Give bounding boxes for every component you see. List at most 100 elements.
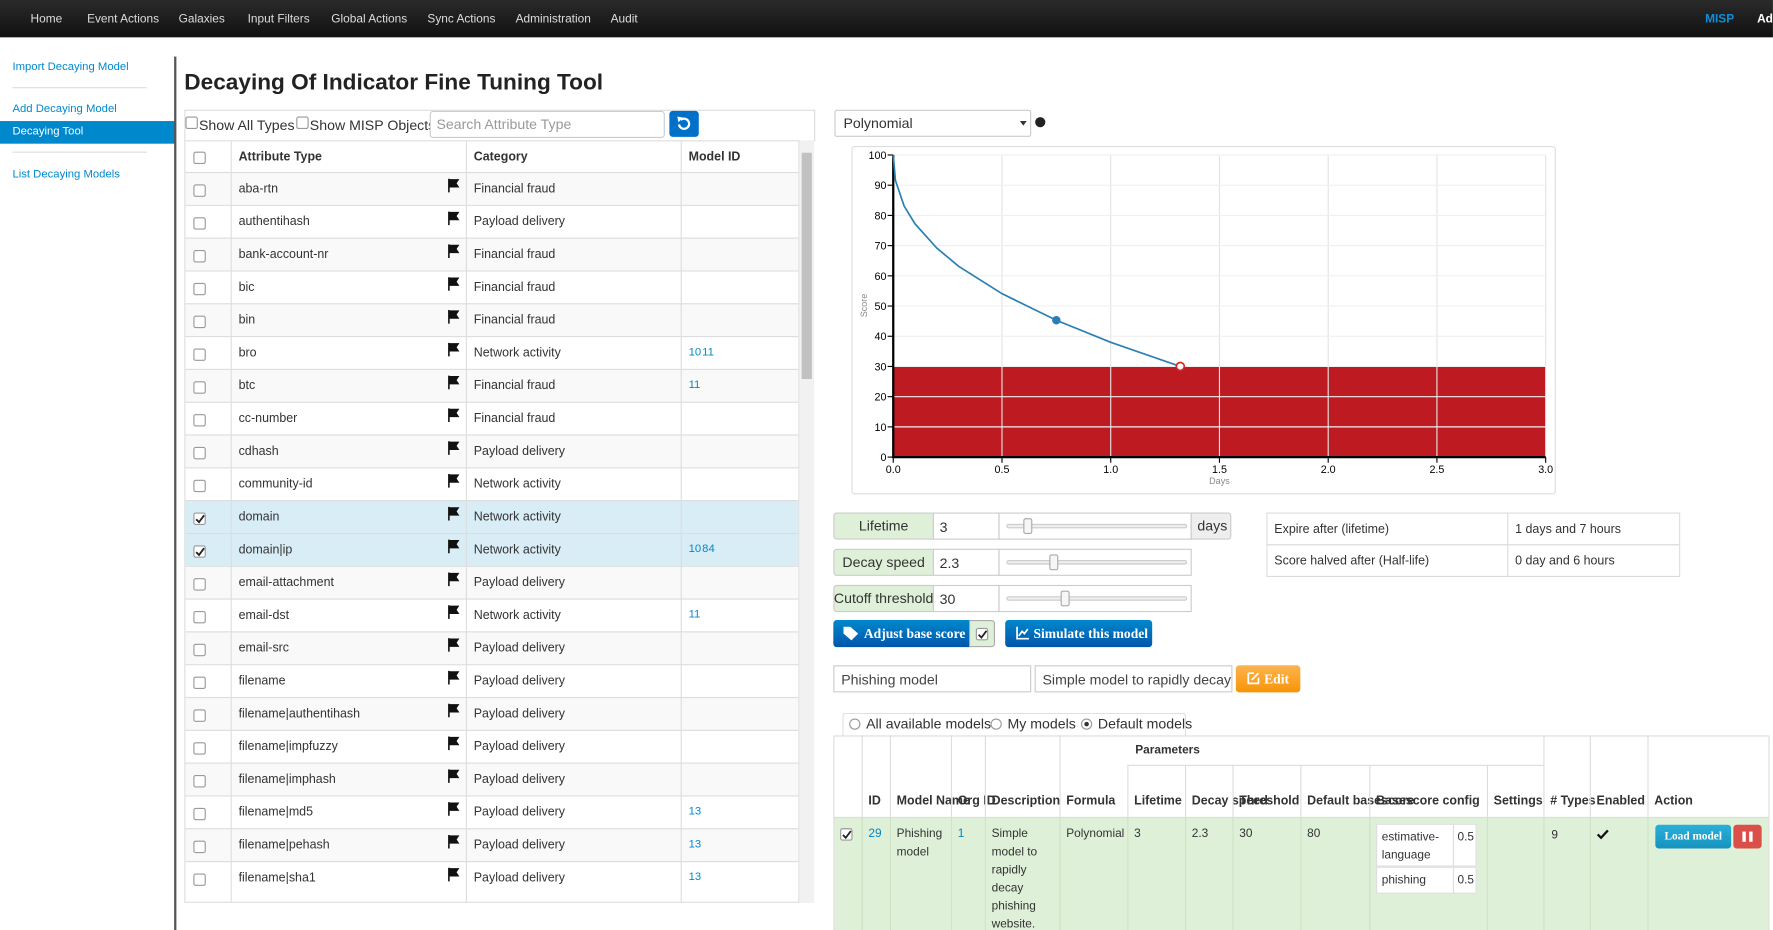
checkbox[interactable] bbox=[193, 742, 206, 755]
radio-label[interactable]: My models bbox=[1007, 716, 1076, 733]
checkbox[interactable] bbox=[193, 414, 206, 427]
sidebar-link[interactable]: List Decaying Models bbox=[12, 168, 120, 182]
table-row[interactable] bbox=[185, 237, 799, 271]
radio[interactable] bbox=[849, 718, 861, 730]
nav-item[interactable]: Global Actions bbox=[331, 12, 408, 27]
model-description-input[interactable]: Simple model to rapidly decay bbox=[1034, 665, 1233, 693]
model-id-link[interactable]: 11 bbox=[702, 346, 714, 359]
table-row[interactable] bbox=[185, 828, 799, 861]
table-row[interactable] bbox=[185, 368, 799, 402]
checkbox[interactable] bbox=[193, 282, 206, 296]
checkbox[interactable] bbox=[193, 807, 206, 821]
slider-knob[interactable] bbox=[1049, 554, 1059, 571]
checkbox[interactable] bbox=[193, 512, 206, 525]
model-name-input[interactable]: Phishing model bbox=[833, 665, 1032, 693]
model-row[interactable] bbox=[834, 818, 1769, 930]
checkbox[interactable] bbox=[193, 676, 206, 690]
checkbox[interactable] bbox=[193, 643, 206, 657]
checkbox[interactable] bbox=[193, 479, 206, 493]
radio-label[interactable]: All available models bbox=[866, 716, 992, 733]
model-id-link[interactable]: 13 bbox=[688, 838, 702, 851]
checkbox[interactable] bbox=[193, 610, 206, 624]
table-row[interactable] bbox=[185, 631, 799, 665]
table-row[interactable] bbox=[185, 204, 799, 238]
nav-item[interactable]: Audit bbox=[610, 12, 638, 27]
table-row[interactable] bbox=[185, 336, 799, 369]
refresh-button[interactable] bbox=[669, 110, 699, 137]
checkbox[interactable] bbox=[185, 116, 198, 129]
table-row[interactable] bbox=[185, 762, 799, 796]
search-input[interactable]: Search Attribute Type bbox=[429, 110, 665, 139]
simulate-button[interactable]: Simulate this model bbox=[1005, 620, 1153, 648]
checkbox[interactable] bbox=[193, 709, 206, 722]
parameter-input[interactable]: 30 bbox=[932, 584, 1000, 613]
table-row[interactable] bbox=[185, 729, 799, 763]
model-id-link[interactable]: 10 bbox=[688, 346, 702, 359]
nav-brand[interactable]: MISP bbox=[1705, 12, 1735, 27]
table-row[interactable] bbox=[185, 171, 799, 205]
nav-item[interactable]: Sync Actions bbox=[427, 12, 496, 27]
parameter-input[interactable]: 2.3 bbox=[932, 548, 1000, 576]
checkbox[interactable] bbox=[193, 446, 206, 460]
table-row[interactable] bbox=[185, 795, 799, 829]
model-id-link[interactable]: 13 bbox=[688, 871, 702, 884]
model-id-link[interactable]: 11 bbox=[688, 608, 701, 622]
checkbox[interactable] bbox=[975, 627, 989, 641]
sidebar-link[interactable]: Add Decaying Model bbox=[12, 102, 117, 116]
delete-button[interactable] bbox=[1733, 824, 1762, 849]
nav-item[interactable]: Administration bbox=[515, 12, 591, 27]
table-row[interactable] bbox=[185, 401, 799, 435]
checkbox[interactable] bbox=[193, 151, 206, 165]
checkbox[interactable] bbox=[193, 315, 206, 329]
adjust-toggle[interactable] bbox=[969, 620, 996, 648]
sidebar-link[interactable]: Import Decaying Model bbox=[12, 61, 129, 74]
checkbox[interactable] bbox=[193, 873, 206, 886]
filter-label[interactable]: Show MISP Objects bbox=[309, 117, 436, 134]
table-row[interactable] bbox=[185, 532, 799, 566]
parameter-input[interactable]: 3 bbox=[932, 512, 1000, 540]
model-id-link[interactable]: 11 bbox=[688, 379, 701, 392]
radio-label[interactable]: Default models bbox=[1097, 716, 1193, 733]
scroll-thumb[interactable] bbox=[801, 152, 812, 380]
table-row[interactable] bbox=[185, 270, 799, 304]
slider-knob[interactable] bbox=[1060, 590, 1070, 607]
nav-item[interactable]: Input Filters bbox=[247, 12, 310, 27]
radio[interactable] bbox=[990, 718, 1002, 730]
nav-item[interactable]: Galaxies bbox=[178, 12, 225, 27]
checkbox[interactable] bbox=[193, 381, 206, 394]
table-row[interactable] bbox=[185, 598, 799, 632]
model-id-link[interactable]: 84 bbox=[702, 543, 715, 556]
checkbox[interactable] bbox=[296, 116, 309, 129]
checkbox[interactable] bbox=[193, 184, 206, 197]
checkbox[interactable] bbox=[840, 828, 853, 841]
checkbox[interactable] bbox=[193, 578, 206, 591]
radio[interactable] bbox=[1080, 718, 1093, 730]
model-id-link[interactable]: 10 bbox=[688, 543, 702, 556]
table-row[interactable] bbox=[185, 500, 799, 533]
nav-item[interactable]: Event Actions bbox=[87, 12, 160, 27]
table-row[interactable] bbox=[185, 664, 799, 697]
checkbox[interactable] bbox=[193, 348, 206, 361]
checkbox[interactable] bbox=[193, 840, 206, 854]
load-model-button[interactable]: Load model bbox=[1655, 824, 1732, 849]
model-id-link[interactable]: 13 bbox=[688, 805, 702, 819]
table-row[interactable] bbox=[185, 696, 799, 730]
slider-knob[interactable] bbox=[1023, 518, 1033, 535]
nav-user[interactable]: Ad bbox=[1757, 12, 1773, 27]
cell-org-id[interactable]: 1 bbox=[957, 827, 965, 841]
checkbox[interactable] bbox=[193, 217, 206, 230]
formula-select[interactable]: Polynomial bbox=[834, 109, 1032, 137]
table-row[interactable] bbox=[185, 565, 799, 599]
table-row[interactable] bbox=[185, 434, 799, 468]
cell-id[interactable]: 29 bbox=[868, 827, 882, 841]
checkbox[interactable] bbox=[193, 250, 206, 263]
nav-item[interactable]: Home bbox=[30, 12, 63, 27]
filter-label[interactable]: Show All Types bbox=[199, 117, 295, 134]
table-row[interactable] bbox=[185, 860, 799, 894]
adjust-button[interactable]: Adjust base score bbox=[833, 620, 971, 648]
checkbox[interactable] bbox=[193, 545, 206, 558]
table-row[interactable] bbox=[185, 303, 799, 337]
sidebar-link[interactable]: Decaying Tool bbox=[12, 125, 84, 139]
table-row[interactable] bbox=[185, 467, 799, 501]
checkbox[interactable] bbox=[193, 775, 206, 788]
